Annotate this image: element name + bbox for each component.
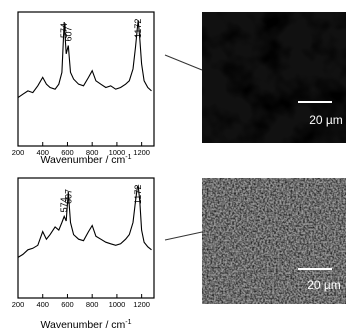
x-tick-label: 1000 <box>109 148 126 157</box>
x-tick-label: 600 <box>61 300 74 309</box>
x-tick-label: 800 <box>86 300 99 309</box>
micrograph-top: 20 µm <box>202 12 346 143</box>
micrograph-bottom: 20 µm <box>202 178 346 304</box>
plot-frame <box>17 177 155 299</box>
peak-label: 574 <box>59 197 69 212</box>
x-axis-label: Wavenumber / cm-1 <box>40 154 131 166</box>
peak-label: 1172 <box>133 19 143 38</box>
x-tick-label: 800 <box>86 148 99 157</box>
x-tick-label: 200 <box>12 148 25 157</box>
x-axis-label: Wavenumber / cm-1 <box>40 319 131 331</box>
x-tick-label: 400 <box>36 148 49 157</box>
plot-frame <box>17 11 155 147</box>
scale-label: 20 µm <box>307 278 341 292</box>
scale-label: 20 µm <box>309 113 343 127</box>
peak-label: 607 <box>63 189 73 204</box>
spectrum-line <box>17 20 152 99</box>
pointer-line-bottom <box>164 231 203 241</box>
x-tick-label: 400 <box>36 300 49 309</box>
peak-label: 1172 <box>133 185 143 204</box>
peak-label: 607 <box>63 26 73 41</box>
x-tick-label: 200 <box>12 300 25 309</box>
peak-label: 574 <box>59 23 69 38</box>
x-tick-label: 1000 <box>109 300 126 309</box>
x-tick-label: 1200 <box>133 148 150 157</box>
x-tick-label: 600 <box>61 148 74 157</box>
x-tick-label: 1200 <box>133 300 150 309</box>
pointer-line-top <box>164 54 203 71</box>
spectrum-line <box>17 184 152 258</box>
